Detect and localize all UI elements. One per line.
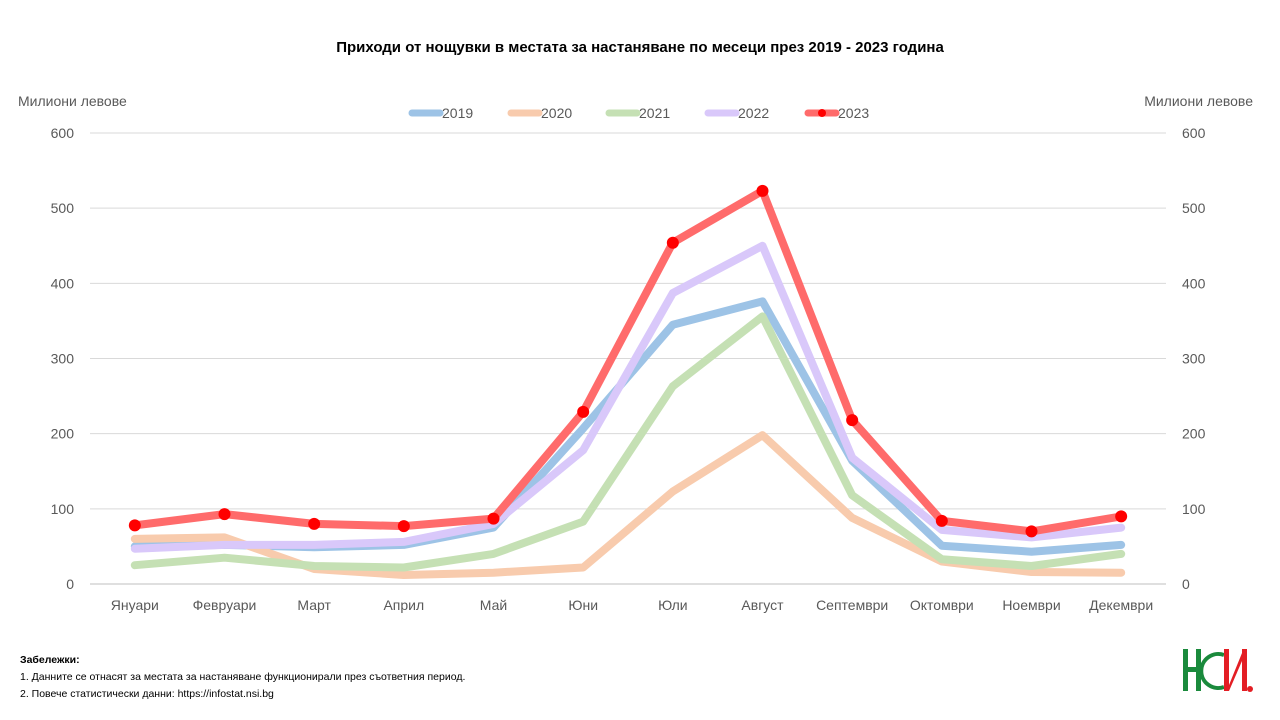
axis-ticks: 0 0 100 100 200 200 300 300 400 400 500 500 600 600 Ян… (51, 125, 1206, 613)
y-axis-label-left: Милиони левове (18, 93, 127, 109)
data-point-2023 (1115, 510, 1128, 523)
x-tick-label: Юни (568, 597, 598, 613)
chart-title: Приходи от нощувки в местата за настаняв… (336, 39, 944, 56)
x-tick-label: Април (383, 597, 424, 613)
legend-marker-2023 (818, 109, 826, 117)
x-tick-label: Декември (1089, 597, 1153, 613)
series-line-2022 (130, 241, 1126, 553)
y-tick-label-right: 0 (1182, 576, 1190, 592)
x-tick-label: Ноември (1002, 597, 1060, 613)
notes-title: Забележки: (20, 654, 80, 666)
x-tick-label: Януари (111, 597, 159, 613)
y-tick-label-right: 100 (1182, 501, 1206, 517)
y-tick-label-left: 300 (51, 351, 75, 367)
x-tick-label: Февруари (193, 597, 257, 613)
y-tick-label-left: 0 (66, 576, 74, 592)
data-point-2023 (935, 514, 948, 527)
x-tick-label: Юли (658, 597, 688, 613)
y-tick-label-right: 200 (1182, 426, 1206, 442)
y-tick-label-left: 100 (51, 501, 75, 517)
y-axis-label-right: Милиони левове (1144, 93, 1253, 109)
series-lines (128, 184, 1128, 579)
series-line-2019 (130, 297, 1126, 556)
data-point-2023 (666, 236, 679, 249)
x-tick-label: Август (741, 597, 784, 613)
x-tick-label: Октомври (910, 597, 974, 613)
legend-label-2021: 2021 (639, 105, 670, 121)
y-tick-label-right: 600 (1182, 125, 1206, 141)
note-item: 2. Повече статистически данни: https://i… (20, 688, 274, 700)
data-point-2023 (1025, 525, 1038, 538)
y-tick-label-left: 500 (51, 200, 75, 216)
y-tick-label-left: 400 (51, 275, 75, 291)
gridlines (90, 132, 1166, 585)
nsi-logo (1183, 649, 1253, 692)
notes: Забележки: 1. Данните се отнасят за мест… (20, 652, 465, 703)
data-point-2023 (308, 517, 321, 530)
legend: 2019 2020 2021 2022 2023 (408, 105, 869, 121)
y-tick-label-left: 200 (51, 426, 75, 442)
data-point-2023 (218, 508, 231, 521)
x-tick-label: Март (297, 597, 331, 613)
legend-label-2022: 2022 (738, 105, 769, 121)
series-line-2023 (130, 186, 1126, 536)
data-point-2023 (756, 184, 769, 197)
y-tick-label-right: 500 (1182, 200, 1206, 216)
data-point-2023 (487, 512, 500, 525)
y-tick-label-left: 600 (51, 125, 75, 141)
legend-label-2020: 2020 (541, 105, 572, 121)
data-point-2023 (128, 519, 141, 532)
legend-label-2023: 2023 (838, 105, 869, 121)
x-tick-label: Септември (816, 597, 888, 613)
y-tick-label-right: 300 (1182, 351, 1206, 367)
series-line-2021 (130, 312, 1126, 572)
data-point-2023 (577, 405, 590, 418)
y-tick-label-right: 400 (1182, 275, 1206, 291)
data-point-2023 (846, 414, 859, 427)
x-tick-label: Май (480, 597, 507, 613)
data-point-2023 (397, 520, 410, 533)
note-item: 1. Данните се отнасят за местата за наст… (20, 671, 466, 683)
legend-label-2019: 2019 (442, 105, 473, 121)
